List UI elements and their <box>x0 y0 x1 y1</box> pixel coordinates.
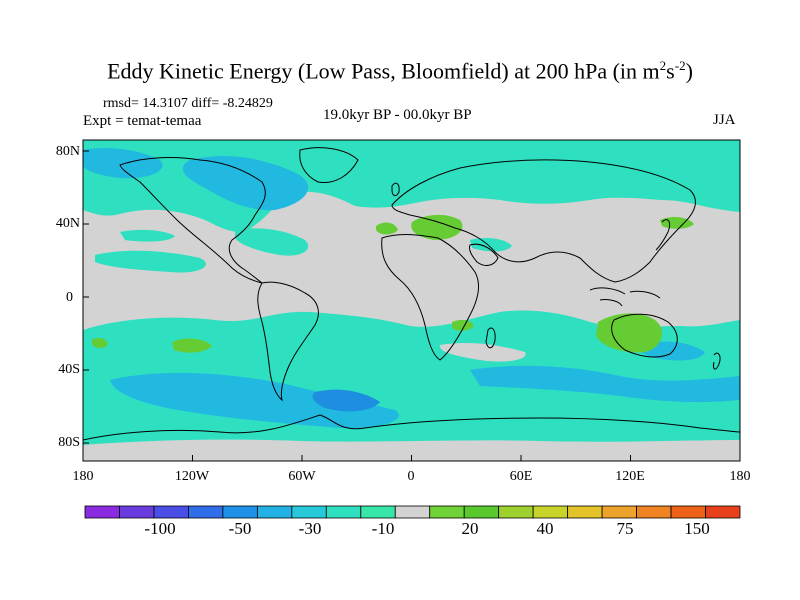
map-field <box>83 140 740 461</box>
x-tick-label: 60W <box>288 469 316 484</box>
colorbar-swatch <box>670 505 706 519</box>
y-tick-label: 80N <box>55 144 80 159</box>
period-label: 19.0kyr BP - 00.0kyr BP <box>323 107 472 123</box>
australia-coast <box>611 313 678 358</box>
colorbar-swatch <box>188 505 224 519</box>
mediterranean-positive-patch <box>411 214 463 240</box>
colorbar-swatch <box>119 505 155 519</box>
indian-ocean-positive-patch <box>452 319 474 331</box>
y-tick-label: 40S <box>58 362 80 377</box>
arabia-coast <box>469 243 499 266</box>
pacific-positive-patch-west <box>92 337 108 349</box>
india-negative-patch <box>470 238 512 252</box>
y-tick-label: 80S <box>58 435 80 450</box>
madagascar-coast <box>485 327 496 349</box>
new-zealand-coast <box>713 352 721 370</box>
maritime-continent-coast <box>589 287 661 307</box>
south-african-neutral-gap <box>439 342 526 362</box>
tropical-pacific-negative-patch <box>95 250 206 273</box>
japan-coast <box>655 219 671 251</box>
colorbar-swatch <box>291 505 327 519</box>
colorbar-label: 150 <box>684 519 710 538</box>
x-tick-label: 180 <box>729 469 751 484</box>
indian-ocean-negative-core <box>470 365 740 403</box>
atlantic-positive-patch <box>376 222 398 235</box>
colorbar-swatch <box>532 505 569 519</box>
colorbar-swatch <box>222 505 258 519</box>
antarctic-neutral-gap <box>83 439 740 461</box>
colorbar-swatch <box>394 505 431 519</box>
colorbar-swatch <box>360 505 396 519</box>
north-pacific-positive-patch <box>660 216 694 229</box>
season-label: JJA <box>713 112 736 128</box>
south-america-coast <box>257 281 319 402</box>
colorbar-swatch <box>705 505 741 519</box>
north-pacific-negative-core <box>83 148 163 179</box>
colorbar-swatch <box>84 505 120 519</box>
southern-negative-band <box>83 310 740 461</box>
eurasia-coast <box>391 159 696 283</box>
north-america-coast <box>119 157 266 284</box>
south-atlantic-negative-core <box>312 389 380 412</box>
x-tick-label: 60E <box>509 469 533 484</box>
colorbar <box>84 505 741 519</box>
axis-ticks <box>82 150 741 461</box>
chart-title: Eddy Kinetic Energy (Low Pass, Bloomfiel… <box>107 58 693 84</box>
colorbar-swatch <box>636 505 672 519</box>
x-tick-label: 120E <box>615 469 645 484</box>
rmsd-diff-stats: rmsd= 14.3107 diff= -8.24829 <box>103 96 273 111</box>
mid-pacific-negative-patch <box>120 229 175 242</box>
north-atlantic-negative-core <box>182 155 309 211</box>
colorbar-label: -10 <box>371 519 395 538</box>
antarctica-coast <box>83 414 740 441</box>
x-tick-label: 120W <box>174 469 210 484</box>
subtropical-atlantic-negative-patch <box>235 228 309 256</box>
experiment-label: Expt = temat-temaa <box>83 113 202 129</box>
africa-coast <box>381 234 480 361</box>
colorbar-label: -100 <box>144 519 176 538</box>
colorbar-swatch <box>463 505 500 519</box>
colorbar-label: 75 <box>616 519 634 538</box>
south-pacific-negative-core <box>110 372 399 429</box>
colorbar-label: 40 <box>536 519 554 538</box>
greenland-coast <box>299 147 359 184</box>
colorbar-swatch <box>325 505 362 519</box>
pacific-positive-patch-east <box>172 338 212 353</box>
colorbar-label: -30 <box>298 519 322 538</box>
uk-coast <box>391 182 400 197</box>
colorbar-swatch <box>601 505 637 519</box>
y-tick-label: 40N <box>55 216 80 231</box>
coastlines <box>83 147 740 441</box>
colorbar-swatch <box>429 505 465 519</box>
y-tick-label: 0 <box>66 290 73 305</box>
colorbar-swatch <box>498 505 534 519</box>
x-tick-label: 0 <box>407 469 415 484</box>
colorbar-label: -50 <box>228 519 252 538</box>
colorbar-swatch <box>256 505 293 519</box>
x-tick-label: 180 <box>72 469 94 484</box>
colorbar-label: 20 <box>461 519 479 538</box>
colorbar-swatch <box>153 505 189 519</box>
colorbar-swatch <box>567 505 603 519</box>
